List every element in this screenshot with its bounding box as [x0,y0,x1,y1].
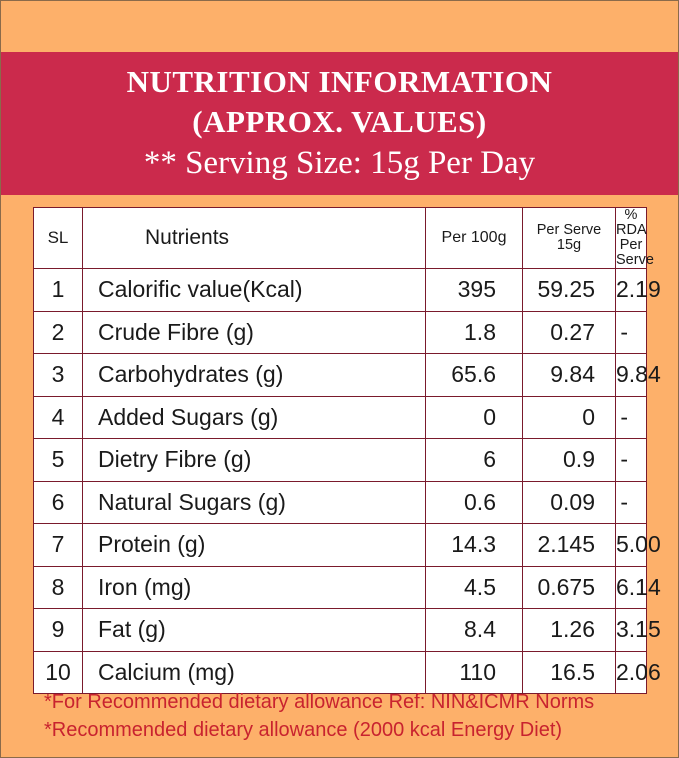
cell-per100g: 1.8 [425,310,523,354]
col-sl-header: SL [33,207,83,269]
col-rda-header-line1: % RDA [616,207,647,238]
table-row: 1 Calorific value(Kcal) 395 59.25 2.19 [33,268,661,312]
cell-nutrient: Protein (g) [82,523,426,567]
cell-per100g: 65.6 [425,353,523,397]
cell-sl: 7 [33,523,83,567]
cell-per-serve: 0.09 [522,480,616,524]
header-title-line1: NUTRITION INFORMATION [126,64,553,99]
table-row: 2 Crude Fibre (g) 1.8 0.27- [33,310,647,354]
cell-nutrient: Calorific value(Kcal) [82,268,426,312]
cell-nutrient: Crude Fibre (g) [82,310,426,354]
cell-per100g: 0 [425,395,523,439]
cell-per100g: 0.6 [425,480,523,524]
col-per-serve-header-line1: Per Serve [536,222,602,238]
col-per-serve-header: Per Serve 15g [522,207,616,269]
cell-rda: - [615,438,647,482]
cell-per-serve: 1.26 [522,608,616,652]
cell-per100g: 4.5 [425,565,523,609]
nutrition-header: NUTRITION INFORMATION (APPROX. VALUES) *… [1,52,678,195]
cell-per100g: 110 [425,650,523,694]
cell-per-serve: 0.9 [522,438,616,482]
cell-per100g: 14.3 [425,523,523,567]
table-row: 6 Natural Sugars (g) 0.6 0.09- [33,480,647,524]
nutrition-table: SL Nutrients Per 100g Per Serve 15g % RD… [33,207,661,694]
col-rda-header: % RDA Per Serve [615,207,654,269]
cell-rda: - [615,310,647,354]
cell-per-serve: 2.145 [522,523,616,567]
cell-nutrient: Calcium (mg) [82,650,426,694]
cell-sl: 8 [33,565,83,609]
table-header-row: SL Nutrients Per 100g Per Serve 15g % RD… [33,207,654,269]
col-per100-header: Per 100g [425,207,523,269]
cell-nutrient: Natural Sugars (g) [82,480,426,524]
table-row: 9 Fat (g) 8.4 1.26 3.15 [33,608,661,652]
cell-per-serve: 9.84 [522,353,616,397]
cell-rda: 2.19 [615,268,661,312]
col-per-serve-header-line2: 15g [556,237,582,253]
cell-per-serve: 16.5 [522,650,616,694]
cell-per100g: 8.4 [425,608,523,652]
cell-nutrient: Added Sugars (g) [82,395,426,439]
cell-nutrient: Carbohydrates (g) [82,353,426,397]
cell-sl: 9 [33,608,83,652]
col-rda-header-line2: Per Serve [616,237,654,268]
cell-sl: 3 [33,353,83,397]
cell-per-serve: 59.25 [522,268,616,312]
cell-sl: 6 [33,480,83,524]
table-row: 5 Dietry Fibre (g) 6 0.9- [33,438,647,482]
cell-per-serve: 0.675 [522,565,616,609]
cell-per100g: 6 [425,438,523,482]
footnote-1: *For Recommended dietary allowance Ref: … [44,691,595,713]
footnote-2: *Recommended dietary allowance (2000 kca… [44,719,563,741]
cell-nutrient: Fat (g) [82,608,426,652]
cell-rda: - [615,480,647,524]
header-title-line2: (APPROX. VALUES) [192,104,487,139]
cell-per-serve: 0.27 [522,310,616,354]
cell-nutrient: Dietry Fibre (g) [82,438,426,482]
cell-rda: 2.06 [615,650,661,694]
cell-rda: 6.14 [615,565,661,609]
cell-per-serve: 0 [522,395,616,439]
serving-size: ** Serving Size: 15g Per Day [143,145,536,181]
cell-rda: - [615,395,647,439]
cell-sl: 5 [33,438,83,482]
cell-sl: 4 [33,395,83,439]
table-row: 10 Calcium (mg) 110 16.5 2.06 [33,650,661,694]
cell-sl: 1 [33,268,83,312]
col-nutrients-header: Nutrients [82,207,426,269]
table-row: 7 Protein (g) 14.3 2.145 5.00 [33,523,661,567]
table-row: 4 Added Sugars (g) 0 0- [33,395,647,439]
cell-rda: 9.84 [615,353,661,397]
cell-rda: 5.00 [615,523,661,567]
cell-sl: 10 [33,650,83,694]
cell-nutrient: Iron (mg) [82,565,426,609]
table-row: 3 Carbohydrates (g) 65.6 9.84 9.84 [33,353,661,397]
cell-per100g: 395 [425,268,523,312]
cell-sl: 2 [33,310,83,354]
cell-rda: 3.15 [615,608,661,652]
table-row: 8 Iron (mg) 4.5 0.675 6.14 [33,565,661,609]
